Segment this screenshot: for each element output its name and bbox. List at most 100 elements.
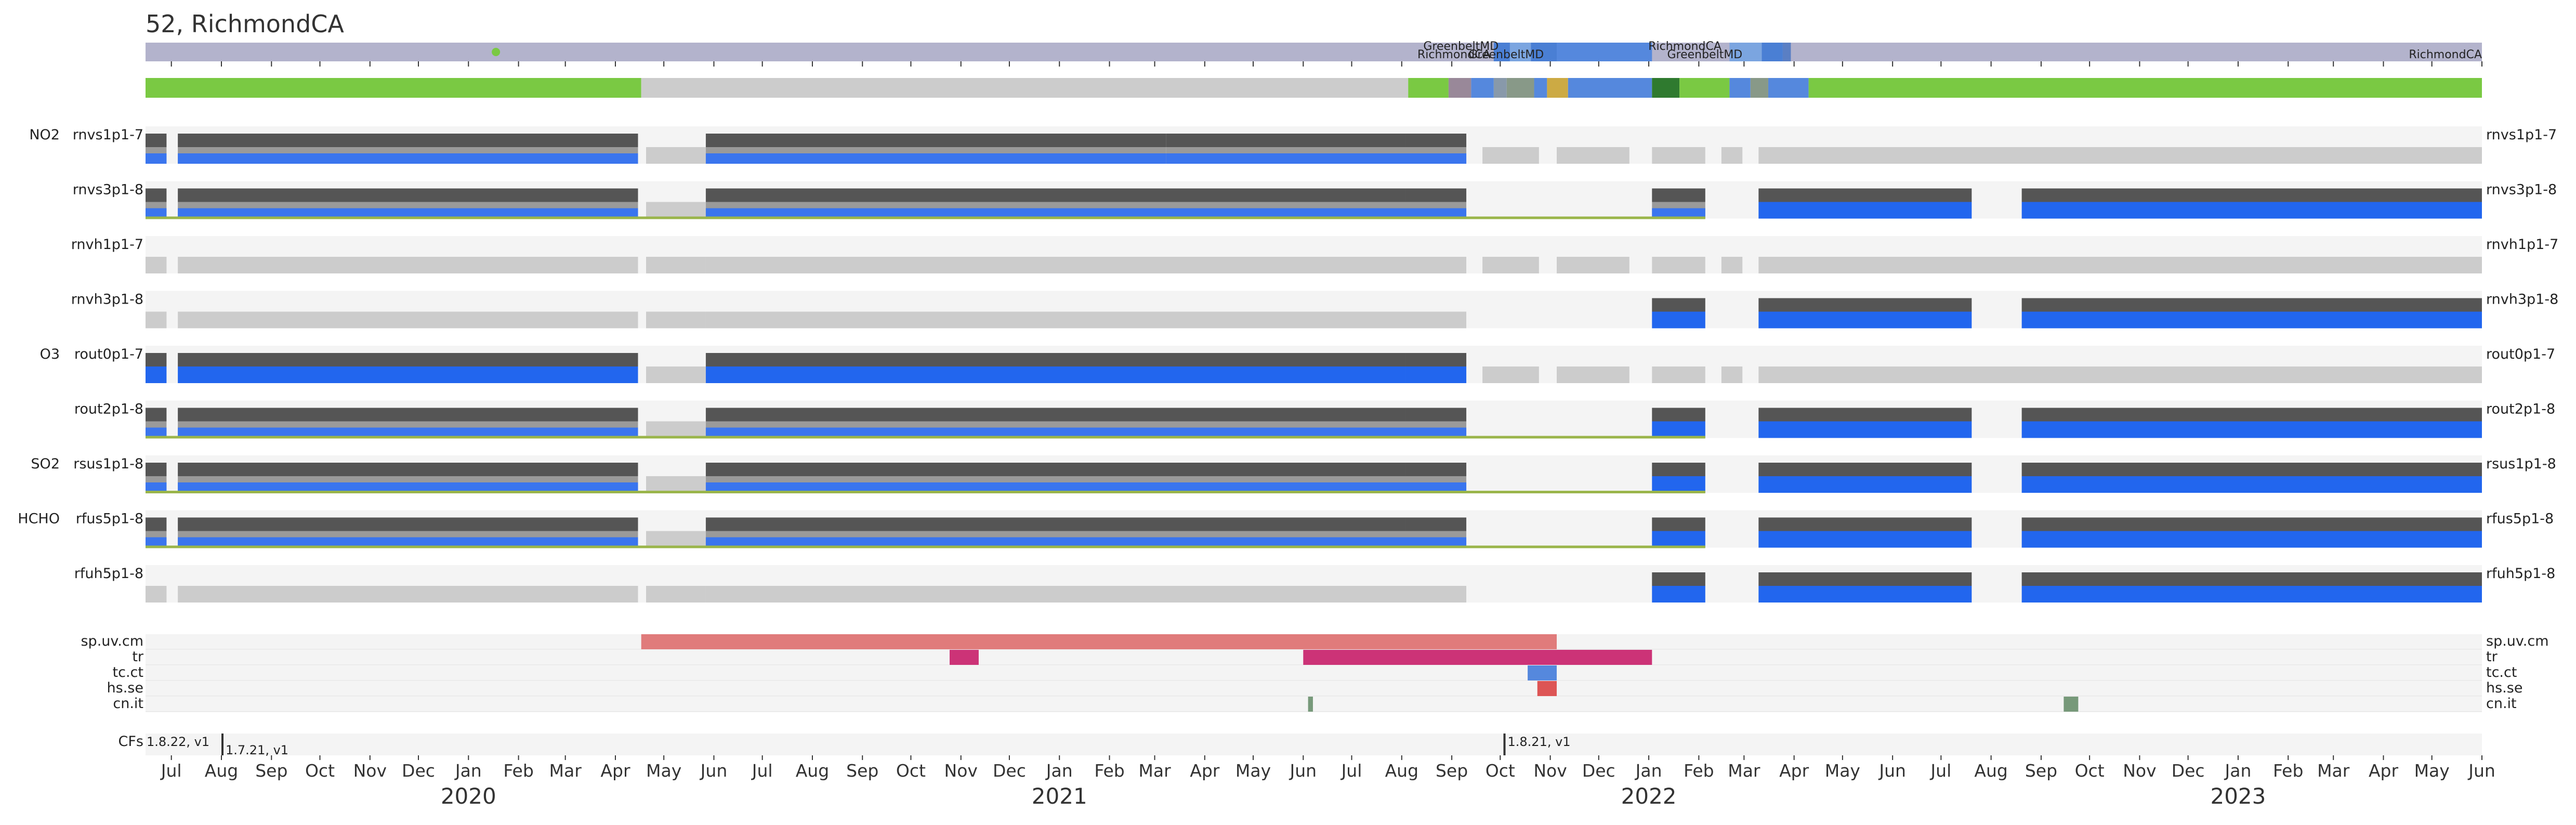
flag-label-right: sp.uv.cm (2486, 633, 2549, 649)
segment-bottom (2021, 476, 2482, 493)
row-label-left: rnvh3p1-8 (71, 292, 143, 308)
segment-blue-fill (1166, 153, 1405, 164)
month-label: May (646, 761, 681, 781)
month-label: Sep (255, 761, 287, 781)
month-label: Jun (700, 761, 728, 781)
location-label: GreenbeltMD (1423, 40, 1499, 53)
segment-blue-fill (1405, 153, 1467, 164)
segment-blue-fill (705, 427, 1405, 438)
month-label: Mar (2317, 761, 2350, 781)
segment-light (1652, 366, 1705, 383)
flag-bar (1537, 681, 1557, 696)
segment-dark (1405, 517, 1467, 531)
segment-light (646, 147, 706, 164)
segment-blue-fill (178, 427, 638, 438)
segment-bottom (705, 366, 1405, 383)
segment-dark (1405, 353, 1467, 366)
segment-dark (178, 188, 638, 202)
status-segment (1408, 78, 1449, 98)
row-group-label: SO2 (31, 456, 60, 472)
segment-dark (2021, 188, 2482, 202)
segment-bottom (2021, 202, 2482, 219)
segment-dark (178, 353, 638, 366)
segment-dark (1652, 408, 1705, 422)
segment-blue-fill (178, 208, 638, 219)
segment-blue-fill (178, 482, 638, 493)
row-label-right: rnvs1p1-7 (2486, 127, 2557, 143)
month-label: Jul (1929, 761, 1951, 781)
segment-dark (1405, 463, 1467, 476)
segment-light (1557, 147, 1629, 164)
segment-light (1557, 366, 1629, 383)
segment-bottom (2021, 586, 2482, 603)
row-label-left: rnvh1p1-7 (71, 237, 143, 253)
row-label-left: rsus1p1-8 (73, 456, 143, 472)
month-label: Aug (1385, 761, 1418, 781)
row-group-label: NO2 (29, 127, 60, 143)
segment-dark (1758, 298, 1972, 312)
segment-dark (1758, 463, 1972, 476)
row-underline (146, 436, 1705, 439)
segment-blue-fill (1405, 427, 1467, 438)
segment-bottom (1758, 531, 1972, 548)
segment-light (1758, 147, 2482, 164)
segment-light (1405, 586, 1467, 603)
location-bar-base (146, 43, 2482, 61)
segment-dark (1652, 517, 1705, 531)
location-segment (1493, 43, 1510, 61)
segment-dark (1758, 517, 1972, 531)
segment-light (705, 586, 1405, 603)
status-segment (641, 78, 1409, 98)
segment-light (1405, 257, 1467, 273)
month-label: Oct (1486, 761, 1515, 781)
segment-dark (1166, 134, 1405, 147)
row-underline (146, 545, 1705, 548)
flag-bar (1308, 697, 1313, 712)
month-label: Nov (1533, 761, 1567, 781)
segment-light (1482, 147, 1539, 164)
segment-blue-fill (146, 482, 167, 493)
segment-blue-fill (1652, 208, 1705, 219)
row-underline (146, 491, 1705, 493)
segment-dark (705, 134, 1166, 147)
segment-blue-fill (1405, 537, 1467, 548)
month-label: Oct (305, 761, 335, 781)
segment-light (705, 257, 1405, 273)
segment-light (646, 366, 706, 383)
flag-label-left: tr (132, 649, 144, 665)
row-label-left: rfuh5p1-8 (74, 566, 143, 582)
cfs-background (146, 734, 2482, 755)
flag-label-left: hs.se (107, 680, 143, 696)
segment-bottom (178, 366, 638, 383)
segment-dark (178, 463, 638, 476)
row-label-left: rout2p1-8 (74, 401, 143, 417)
location-segment (1509, 43, 1531, 61)
segment-blue-fill (705, 208, 1405, 219)
month-label: Jun (1289, 761, 1317, 781)
segment-light (646, 202, 706, 219)
month-label: Apr (2369, 761, 2399, 781)
flag-bar (1303, 650, 1652, 665)
segment-bottom (1652, 531, 1705, 548)
month-label: Sep (1436, 761, 1468, 781)
month-label: Feb (2273, 761, 2303, 781)
segment-bottom (1758, 586, 1972, 603)
segment-dark (146, 188, 167, 202)
location-label: GreenbeltMD (1667, 48, 1742, 61)
row-label-right: rnvh3p1-8 (2486, 292, 2558, 308)
segment-dark (1652, 298, 1705, 312)
segment-bottom (1652, 476, 1705, 493)
segment-dark (2021, 463, 2482, 476)
segment-blue-fill (705, 482, 1405, 493)
segment-dark (1652, 572, 1705, 586)
month-label: May (2414, 761, 2450, 781)
segment-light (646, 311, 706, 329)
month-label: Feb (1684, 761, 1714, 781)
row-group-label: HCHO (18, 511, 60, 527)
year-label: 2022 (1621, 783, 1677, 809)
flag-label-right: tc.ct (2486, 664, 2517, 680)
segment-dark (1652, 463, 1705, 476)
month-label: Nov (353, 761, 387, 781)
segment-light (146, 311, 167, 329)
flag-background (146, 665, 2482, 680)
